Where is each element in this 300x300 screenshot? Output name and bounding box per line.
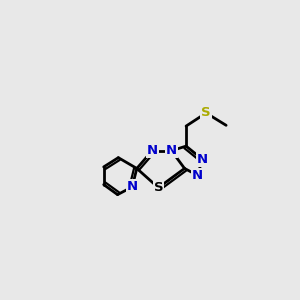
Text: S: S <box>154 181 163 194</box>
Text: S: S <box>201 106 211 119</box>
Text: N: N <box>127 180 138 194</box>
Text: N: N <box>197 153 208 166</box>
Text: N: N <box>166 144 177 157</box>
Text: N: N <box>147 144 158 157</box>
Text: N: N <box>192 169 203 182</box>
